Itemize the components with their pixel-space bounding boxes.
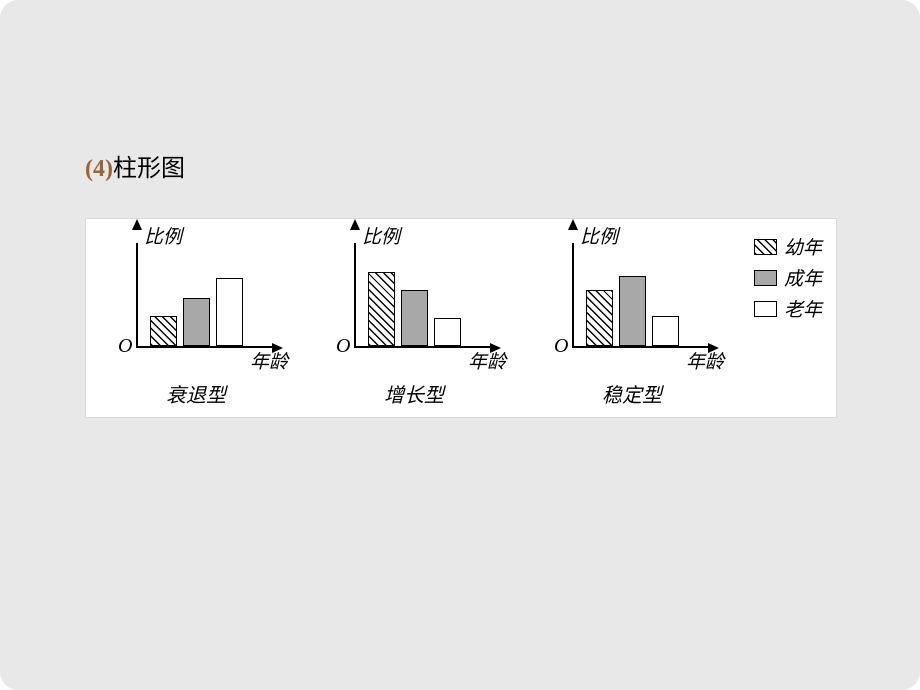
bar-old [216, 278, 243, 346]
section-heading: (4)柱形图 [85, 148, 185, 183]
legend-swatch-hatch-icon [754, 239, 777, 255]
chart-axes: 比例 年龄 O [332, 228, 502, 348]
origin-label: O [118, 335, 132, 358]
y-axis-arrow-icon [568, 219, 578, 230]
chart-caption: 增长型 [314, 379, 514, 408]
y-axis-line [572, 243, 574, 348]
y-axis-label: 比例 [362, 222, 400, 249]
legend: 幼年 成年 老年 [754, 233, 822, 326]
bars-group [368, 272, 461, 346]
bar-old [434, 318, 461, 346]
bar-old [652, 316, 679, 346]
bars-group [586, 276, 679, 346]
bar-young [368, 272, 395, 346]
y-axis-label: 比例 [144, 222, 182, 249]
chart-caption: 衰退型 [96, 379, 296, 408]
slide-container: (4)柱形图 比例 年龄 O 衰退型 [0, 0, 920, 690]
origin-label: O [554, 335, 568, 358]
x-axis-label: 年龄 [250, 347, 288, 374]
bar-young [150, 316, 177, 346]
x-axis-label: 年龄 [468, 347, 506, 374]
legend-swatch-white-icon [754, 301, 777, 317]
y-axis-arrow-icon [132, 219, 142, 230]
origin-label: O [336, 335, 350, 358]
y-axis-label: 比例 [580, 222, 618, 249]
legend-label: 成年 [784, 264, 822, 291]
y-axis-line [354, 243, 356, 348]
chart-axes: 比例 年龄 O [550, 228, 720, 348]
heading-number: (4) [85, 156, 113, 182]
bar-adult [401, 290, 428, 346]
legend-swatch-gray-icon [754, 270, 777, 286]
y-axis-arrow-icon [350, 219, 360, 230]
charts-panel: 比例 年龄 O 衰退型 比例 年龄 O [85, 218, 837, 418]
bar-adult [619, 276, 646, 346]
chart-growing: 比例 年龄 O 增长型 [314, 228, 514, 408]
chart-declining: 比例 年龄 O 衰退型 [96, 228, 296, 408]
legend-item-old: 老年 [754, 295, 822, 322]
heading-title: 柱形图 [113, 156, 185, 182]
legend-label: 老年 [784, 295, 822, 322]
bar-adult [183, 298, 210, 346]
y-axis-line [136, 243, 138, 348]
bars-group [150, 278, 243, 346]
chart-caption: 稳定型 [532, 379, 732, 408]
legend-item-young: 幼年 [754, 233, 822, 260]
chart-stable: 比例 年龄 O 稳定型 [532, 228, 732, 408]
legend-item-adult: 成年 [754, 264, 822, 291]
bar-young [586, 290, 613, 346]
legend-label: 幼年 [784, 233, 822, 260]
x-axis-label: 年龄 [686, 347, 724, 374]
chart-axes: 比例 年龄 O [114, 228, 284, 348]
